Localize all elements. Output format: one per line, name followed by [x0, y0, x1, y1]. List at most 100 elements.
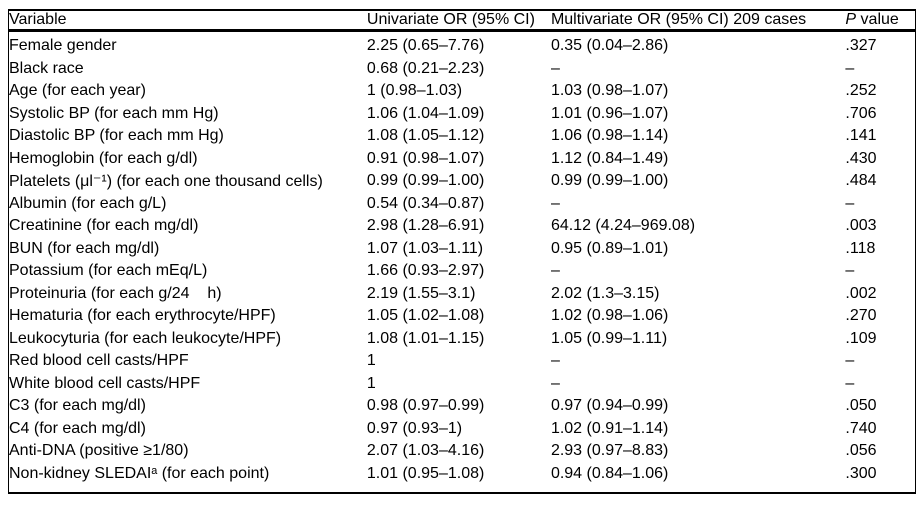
- table-row: Diastolic BP (for each mm Hg) 1.08 (1.05–…: [9, 125, 916, 148]
- table-row: Platelets (μl⁻¹) (for each one thousand …: [9, 170, 916, 193]
- variable-cell: BUN (for each mg/dl): [9, 239, 160, 257]
- p-value-italic-p: P: [845, 11, 857, 28]
- univariate-or-cell: 0.54 (0.34–0.87): [366, 194, 485, 212]
- header-row: Variable Univariate OR (95% CI) Multivar…: [8, 10, 916, 32]
- table-row: Potassium (for each mEq/L) 1.66 (0.93–2.9…: [9, 260, 916, 283]
- multivariate-or-cell: 1.01 (0.96–1.07): [550, 104, 669, 122]
- p-value-cell: .270: [845, 307, 877, 325]
- variable-cell: Proteinuria (for each g/24 h): [9, 284, 222, 302]
- table-body: Female gender 2.25 (0.65–7.76) 0.35 (0.04–…: [9, 31, 916, 494]
- p-value-cell: –: [845, 194, 855, 212]
- univariate-or-cell: 2.98 (1.28–6.91): [366, 217, 485, 235]
- table-row: Leukocyturia (for each leukocyte/HPF) 1.0…: [9, 328, 916, 351]
- p-value-cell: .740: [845, 419, 877, 437]
- table-row: Hemoglobin (for each g/dl) 0.91 (0.98–1.0…: [9, 148, 916, 171]
- univariate-or-cell: 1 (0.98–1.03): [366, 82, 463, 100]
- p-value-cell: .118: [845, 239, 876, 257]
- multivariate-or-cell: 0.94 (0.84–1.06): [550, 464, 669, 482]
- table-row: BUN (for each mg/dl) 1.07 (1.03–1.11) 0.95…: [9, 238, 916, 261]
- multivariate-or-cell: 1.03 (0.98–1.07): [550, 82, 669, 100]
- multivariate-or-cell: 0.35 (0.04–2.86): [550, 37, 669, 55]
- table-row: Age (for each year) 1 (0.98–1.03) 1.03 (0.…: [9, 80, 916, 103]
- univariate-or-cell: 1.01 (0.95–1.08): [366, 464, 485, 482]
- univariate-or-cell: 0.97 (0.93–1): [366, 419, 463, 437]
- univariate-or-cell: 2.19 (1.55–3.1): [366, 284, 476, 302]
- variable-cell: Platelets (μl⁻¹) (for each one thousand …: [9, 173, 323, 191]
- variable-cell: Hemoglobin (for each g/dl): [9, 149, 198, 167]
- table-row: Red blood cell casts/HPF 1 – –: [9, 350, 916, 373]
- univariate-or-cell: 0.98 (0.97–0.99): [366, 397, 485, 415]
- regression-results-table: Variable Univariate OR (95% CI) Multivar…: [8, 9, 916, 494]
- multivariate-or-cell: –: [550, 59, 560, 77]
- univariate-or-cell: 1.08 (1.01–1.15): [366, 329, 485, 347]
- variable-cell: Systolic BP (for each mm Hg): [9, 104, 219, 122]
- multivariate-or-cell: 0.95 (0.89–1.01): [550, 239, 669, 257]
- table-row: C3 (for each mg/dl) 0.98 (0.97–0.99) 0.97 …: [9, 395, 916, 418]
- p-value-cell: .109: [845, 329, 877, 347]
- variable-cell: Diastolic BP (for each mm Hg): [9, 127, 224, 145]
- variable-cell: Black race: [9, 59, 84, 77]
- univariate-or-cell: 1.07 (1.03–1.11): [366, 239, 484, 257]
- table-row: C4 (for each mg/dl) 0.97 (0.93–1) 1.02 (0.…: [9, 418, 916, 441]
- univariate-or-cell: 2.25 (0.65–7.76): [366, 37, 485, 55]
- variable-cell: Leukocyturia (for each leukocyte/HPF): [9, 329, 282, 347]
- col-header-p-value: P value: [845, 10, 916, 32]
- univariate-or-cell: 1: [366, 352, 376, 370]
- p-value-cell: .003: [845, 217, 877, 235]
- table-row: Systolic BP (for each mm Hg) 1.06 (1.04–1…: [9, 103, 916, 126]
- variable-cell: Albumin (for each g/L): [9, 194, 167, 212]
- p-value-cell: .327: [845, 37, 877, 55]
- multivariate-or-cell: 1.02 (0.91–1.14): [550, 419, 669, 437]
- p-value-cell: .706: [845, 104, 877, 122]
- multivariate-or-cell: –: [550, 194, 560, 212]
- univariate-or-cell: 1: [366, 374, 376, 392]
- p-value-cell: –: [845, 262, 855, 280]
- p-value-cell: .484: [845, 172, 877, 190]
- table-row: White blood cell casts/HPF 1 – –: [9, 373, 916, 396]
- table-row: Female gender 2.25 (0.65–7.76) 0.35 (0.04–…: [9, 31, 916, 58]
- variable-cell: White blood cell casts/HPF: [9, 374, 201, 392]
- p-value-cell: –: [845, 352, 855, 370]
- col-header-multivariate-or: Multivariate OR (95% CI) 209 cases: [550, 10, 846, 32]
- p-value-cell: –: [845, 59, 855, 77]
- univariate-or-cell: 1.66 (0.93–2.97): [366, 262, 485, 280]
- col-header-univariate-or: Univariate OR (95% CI): [366, 10, 551, 32]
- variable-cell: Potassium (for each mEq/L): [9, 262, 208, 280]
- table-row: Black race 0.68 (0.21–2.23) – –: [9, 58, 916, 81]
- multivariate-or-cell: 1.02 (0.98–1.06): [550, 307, 669, 325]
- multivariate-or-cell: –: [550, 352, 560, 370]
- variable-cell: Hematuria (for each erythrocyte/HPF): [9, 307, 276, 325]
- table-row: Creatinine (for each mg/dl) 2.98 (1.28–6.…: [9, 215, 916, 238]
- p-value-rest: value: [856, 11, 899, 28]
- table-header: Variable Univariate OR (95% CI) Multivar…: [8, 10, 916, 32]
- multivariate-or-cell: 0.99 (0.99–1.00): [550, 172, 669, 190]
- univariate-or-cell: 0.91 (0.98–1.07): [366, 149, 485, 167]
- table-row: Anti-DNA (positive ≥1/80) 2.07 (1.03–4.16…: [9, 440, 916, 463]
- multivariate-or-cell: 1.05 (0.99–1.11): [550, 329, 668, 347]
- multivariate-or-cell: 2.93 (0.97–8.83): [550, 442, 669, 460]
- multivariate-or-cell: 2.02 (1.3–3.15): [550, 284, 660, 302]
- variable-cell: C3 (for each mg/dl): [9, 397, 146, 415]
- p-value-cell: .252: [845, 82, 877, 100]
- univariate-or-cell: 1.05 (1.02–1.08): [366, 307, 485, 325]
- variable-cell: Creatinine (for each mg/dl): [9, 217, 199, 235]
- p-value-cell: .430: [845, 149, 877, 167]
- table-row: Proteinuria (for each g/24 h) 2.19 (1.55–…: [9, 283, 916, 306]
- variable-cell: Anti-DNA (positive ≥1/80): [9, 442, 189, 460]
- variable-cell: Red blood cell casts/HPF: [9, 352, 189, 370]
- p-value-cell: .300: [845, 464, 877, 482]
- univariate-or-cell: 1.08 (1.05–1.12): [366, 127, 485, 145]
- variable-cell: Age (for each year): [9, 82, 146, 100]
- multivariate-or-cell: 1.12 (0.84–1.49): [550, 149, 669, 167]
- multivariate-or-cell: 64.12 (4.24–969.08): [550, 217, 696, 235]
- multivariate-or-cell: –: [550, 374, 560, 392]
- univariate-or-cell: 1.06 (1.04–1.09): [366, 104, 485, 122]
- table-row: Hematuria (for each erythrocyte/HPF) 1.05…: [9, 305, 916, 328]
- table-row: Albumin (for each g/L) 0.54 (0.34–0.87) – –: [9, 193, 916, 216]
- table-row: Non-kidney SLEDAIᵃ (for each point) 1.01 …: [9, 463, 916, 494]
- p-value-cell: –: [845, 374, 855, 392]
- multivariate-or-cell: 1.06 (0.98–1.14): [550, 127, 669, 145]
- multivariate-or-cell: 0.97 (0.94–0.99): [550, 397, 669, 415]
- variable-cell: Non-kidney SLEDAIᵃ (for each point): [9, 464, 270, 482]
